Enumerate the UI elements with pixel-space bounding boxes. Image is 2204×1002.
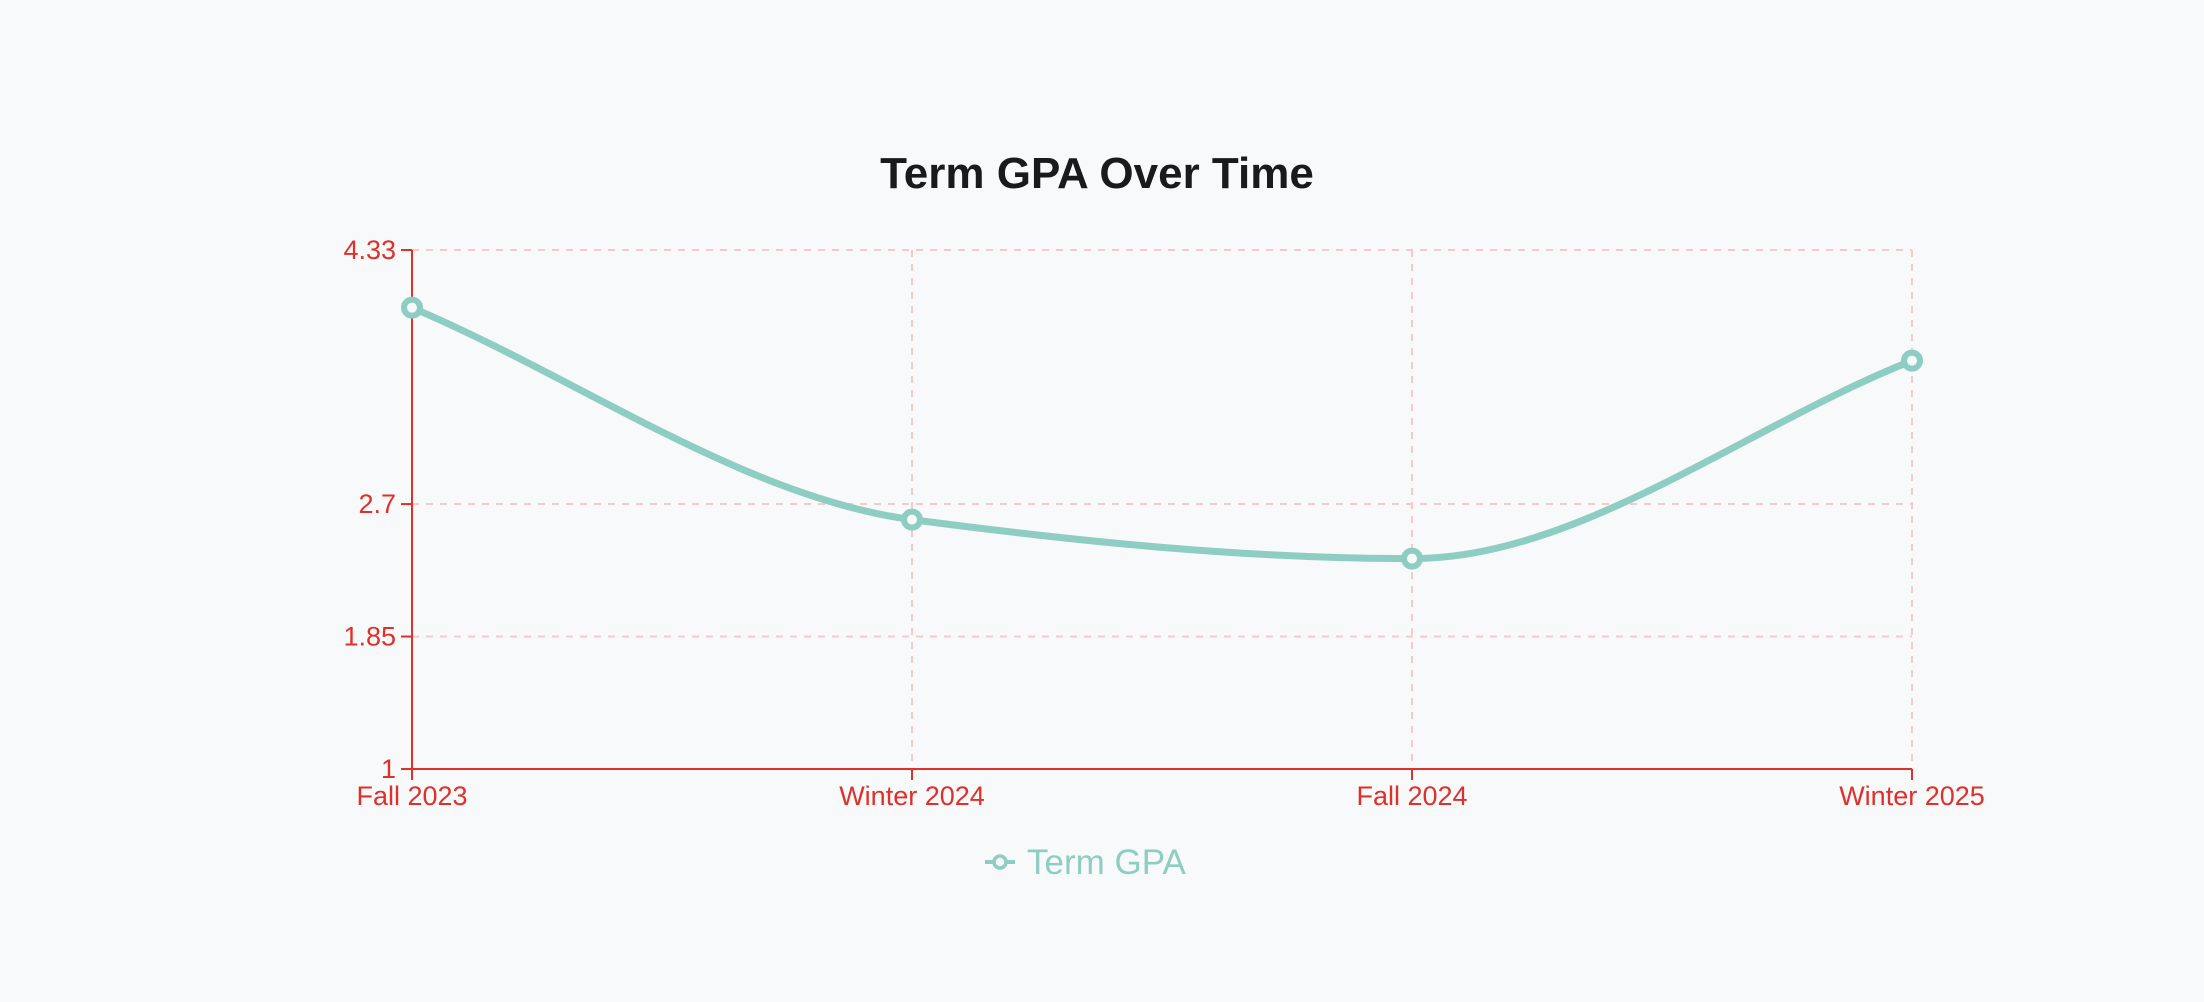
x-tick-label: Winter 2025	[1839, 781, 1985, 811]
legend-marker-icon	[992, 854, 1008, 870]
data-point	[1401, 547, 1423, 570]
data-point	[1901, 349, 1923, 372]
series-line	[408, 304, 1916, 563]
y-tick-label: 1	[381, 754, 396, 784]
grid-layer	[412, 249, 1913, 769]
data-point	[401, 296, 423, 319]
data-point	[901, 508, 923, 531]
chart-title: Term GPA Over Time	[880, 149, 1314, 198]
y-tick-label: 4.33	[343, 235, 396, 265]
y-tick-label: 1.85	[343, 622, 396, 652]
x-tick-label: Fall 2024	[1356, 781, 1467, 811]
legend[interactable]: Term GPA	[985, 843, 1186, 882]
series-layer	[401, 296, 1923, 570]
legend-label[interactable]: Term GPA	[1027, 843, 1186, 882]
y-tick-label: 2.7	[358, 489, 396, 519]
x-tick-label: Fall 2023	[356, 781, 467, 811]
x-tick-label: Winter 2024	[839, 781, 985, 811]
